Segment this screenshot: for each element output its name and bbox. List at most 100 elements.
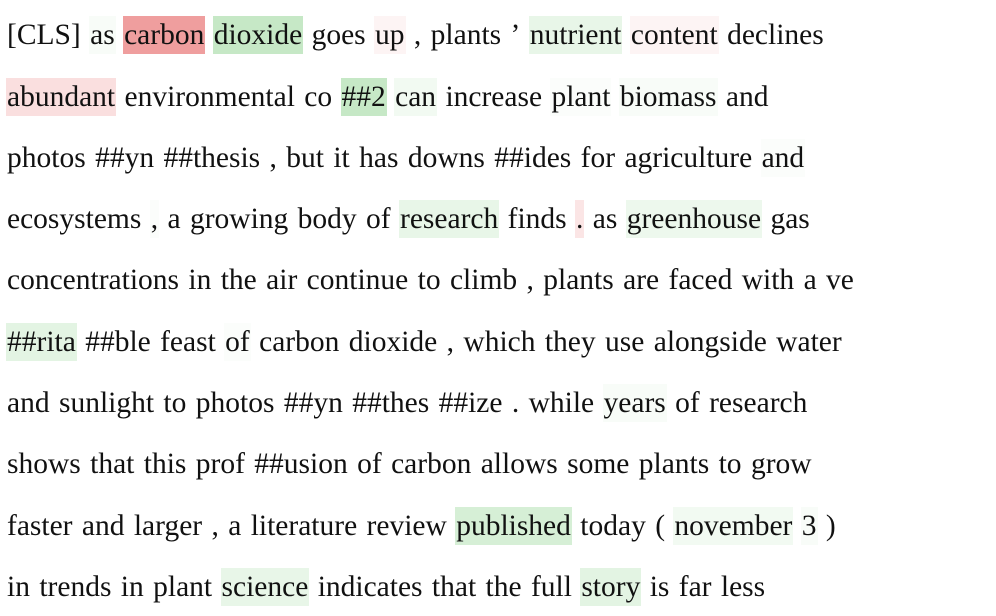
token: larger <box>133 509 203 542</box>
token: in <box>120 570 144 603</box>
text-line: ecosystems , a growing body of research … <box>6 187 994 248</box>
token: plant <box>153 570 213 603</box>
token: ##2 <box>340 77 387 116</box>
token: trends <box>39 570 112 603</box>
token: has <box>359 141 399 174</box>
token: of <box>675 387 700 420</box>
token: less <box>720 570 766 603</box>
token: ##thes <box>352 387 430 420</box>
token: november <box>673 506 794 545</box>
token-attribution-heatmap: [CLS] as carbon dioxide goes up , plants… <box>6 3 994 616</box>
token: faster <box>7 509 73 542</box>
token: photos <box>195 387 275 420</box>
token: the <box>220 264 257 297</box>
token: , <box>526 264 534 297</box>
token: concentrations <box>7 264 180 297</box>
token: with <box>741 264 795 297</box>
text-line: in trends in plant science indicates tha… <box>6 555 994 616</box>
token: body <box>297 203 357 236</box>
token: that <box>90 448 135 481</box>
token: continue <box>306 264 409 297</box>
token: up <box>374 16 406 55</box>
token: ecosystems <box>7 203 142 236</box>
token: of <box>357 448 382 481</box>
token: of <box>366 203 391 236</box>
token: carbon <box>391 448 472 481</box>
token: dioxide <box>212 16 304 55</box>
token: and <box>761 141 805 174</box>
token: ##thesis <box>163 141 261 174</box>
token: full <box>530 570 572 603</box>
token: declines <box>727 19 824 52</box>
token: water <box>776 325 842 358</box>
token: is <box>649 570 670 603</box>
token: research <box>399 200 500 239</box>
token: abundant <box>6 77 117 116</box>
token: to <box>417 264 441 297</box>
token: agriculture <box>624 141 753 174</box>
text-line: photos ##yn ##thesis , but it has downs … <box>6 126 994 187</box>
token: sunlight <box>58 387 155 420</box>
token: , <box>150 203 159 236</box>
token: ve <box>826 264 854 297</box>
token: environmental <box>124 80 295 113</box>
token: biomass <box>619 78 718 116</box>
token: . <box>575 200 585 239</box>
token: science <box>220 567 310 606</box>
token: ) <box>825 509 836 542</box>
token: are <box>623 264 660 297</box>
text-line: concentrations in the air continue to cl… <box>6 248 994 309</box>
token: some <box>567 448 630 481</box>
token: far <box>678 570 712 603</box>
token: use <box>605 325 645 358</box>
token: . <box>511 387 520 420</box>
token: feast <box>160 325 216 358</box>
token: prof <box>195 448 245 481</box>
token: [CLS] <box>7 19 81 52</box>
token: air <box>266 264 298 297</box>
token: ( <box>655 509 666 542</box>
token: ##ize <box>438 387 503 420</box>
token: as <box>89 16 116 54</box>
token: gas <box>770 203 810 236</box>
token: published <box>455 506 572 545</box>
token: literature <box>250 509 358 542</box>
token: research <box>709 387 808 420</box>
token: while <box>528 387 595 420</box>
token: indicates <box>317 570 423 603</box>
token: alongside <box>653 325 767 358</box>
text-line: abundant environmental co ##2 can increa… <box>6 64 994 125</box>
token: that <box>431 570 477 603</box>
token: a <box>167 203 181 236</box>
token: downs <box>407 141 485 174</box>
token: can <box>394 77 438 116</box>
token: this <box>143 448 187 481</box>
token: growing <box>189 203 289 236</box>
token: finds <box>507 203 567 236</box>
token: the <box>485 570 522 603</box>
token: of <box>225 325 250 358</box>
token: carbon <box>123 16 206 55</box>
token: ##yn <box>283 387 343 420</box>
token: and <box>7 387 50 420</box>
token: ’ <box>510 19 521 52</box>
token: for <box>580 141 616 174</box>
token: climb <box>449 264 518 297</box>
token: dioxide <box>348 325 438 358</box>
text-line: [CLS] as carbon dioxide goes up , plants… <box>6 3 994 64</box>
token: which <box>463 325 536 358</box>
token: in <box>7 570 30 603</box>
token: and <box>725 80 769 113</box>
token: greenhouse <box>625 200 763 239</box>
token: content <box>629 16 719 55</box>
token: plants <box>543 264 614 297</box>
token: nutrient <box>528 16 623 55</box>
token: shows <box>7 448 81 481</box>
token: today <box>580 509 646 542</box>
token: as <box>592 203 618 236</box>
token: ##yn <box>95 141 155 174</box>
token: ##rita <box>6 322 77 361</box>
token: 3 <box>801 507 818 545</box>
token: years <box>603 384 667 422</box>
token: , <box>413 19 422 52</box>
